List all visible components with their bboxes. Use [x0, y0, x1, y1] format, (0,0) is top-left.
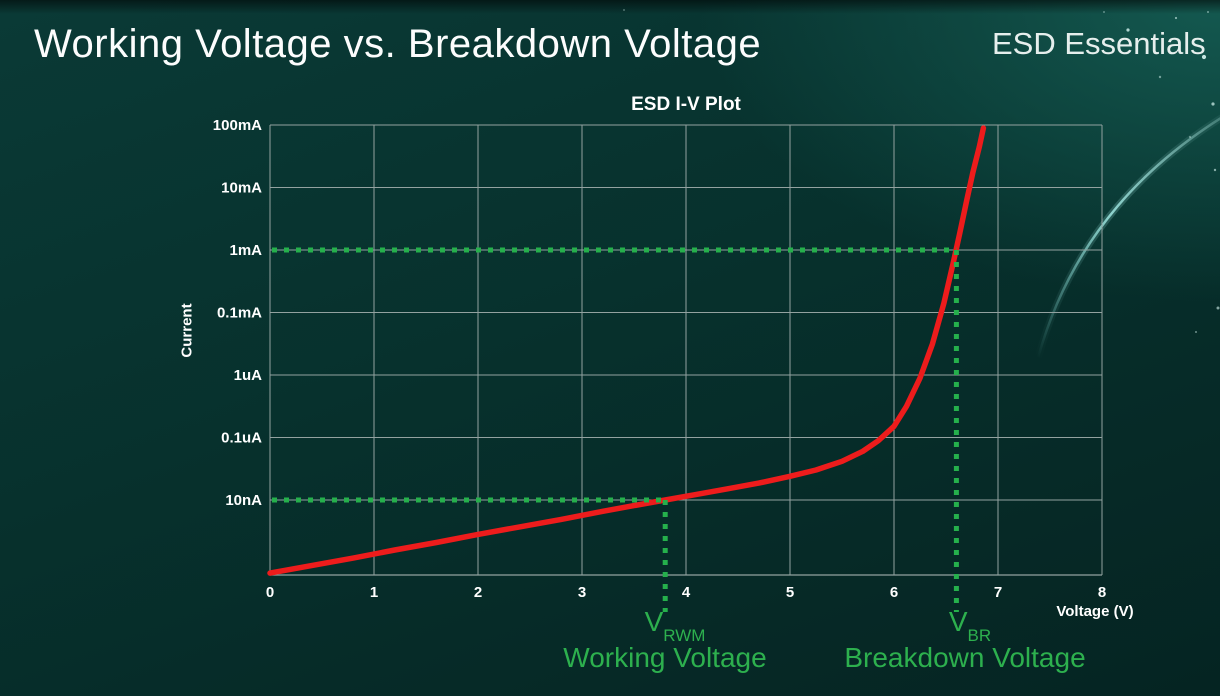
svg-text:0.1mA: 0.1mA	[217, 305, 262, 322]
x-axis-label: Voltage (V)	[1056, 603, 1134, 620]
svg-text:100mA: 100mA	[213, 117, 262, 134]
vrwm-label: VRWM	[600, 606, 750, 645]
vrwm-symbol: V	[644, 606, 664, 637]
svg-text:1: 1	[370, 584, 378, 601]
svg-text:5: 5	[786, 584, 794, 601]
vbr-subscript: BR	[967, 625, 992, 645]
svg-text:8: 8	[1098, 584, 1106, 601]
svg-text:2: 2	[474, 584, 482, 601]
page-title: Working Voltage vs. Breakdown Voltage	[34, 22, 762, 66]
svg-text:10nA: 10nA	[225, 492, 262, 509]
svg-text:1mA: 1mA	[229, 242, 262, 259]
brand-text: ESD Essentials	[992, 26, 1206, 61]
svg-text:3: 3	[578, 584, 586, 601]
working-voltage-caption: Working Voltage	[563, 642, 767, 673]
svg-text:7: 7	[994, 584, 1002, 601]
breakdown-voltage-caption: Breakdown Voltage	[844, 642, 1086, 673]
svg-text:0: 0	[266, 584, 274, 601]
vrwm-subscript: RWM	[663, 625, 706, 645]
chart-title: ESD I-V Plot	[631, 94, 741, 115]
svg-text:0.1uA: 0.1uA	[221, 430, 262, 447]
svg-text:10mA: 10mA	[221, 180, 262, 197]
y-axis-label: Current	[178, 303, 196, 358]
svg-text:1uA: 1uA	[234, 367, 263, 384]
svg-text:6: 6	[890, 584, 898, 601]
vbr-symbol: V	[948, 606, 968, 637]
vbr-label: VBR	[895, 606, 1045, 645]
svg-text:4: 4	[682, 584, 691, 601]
